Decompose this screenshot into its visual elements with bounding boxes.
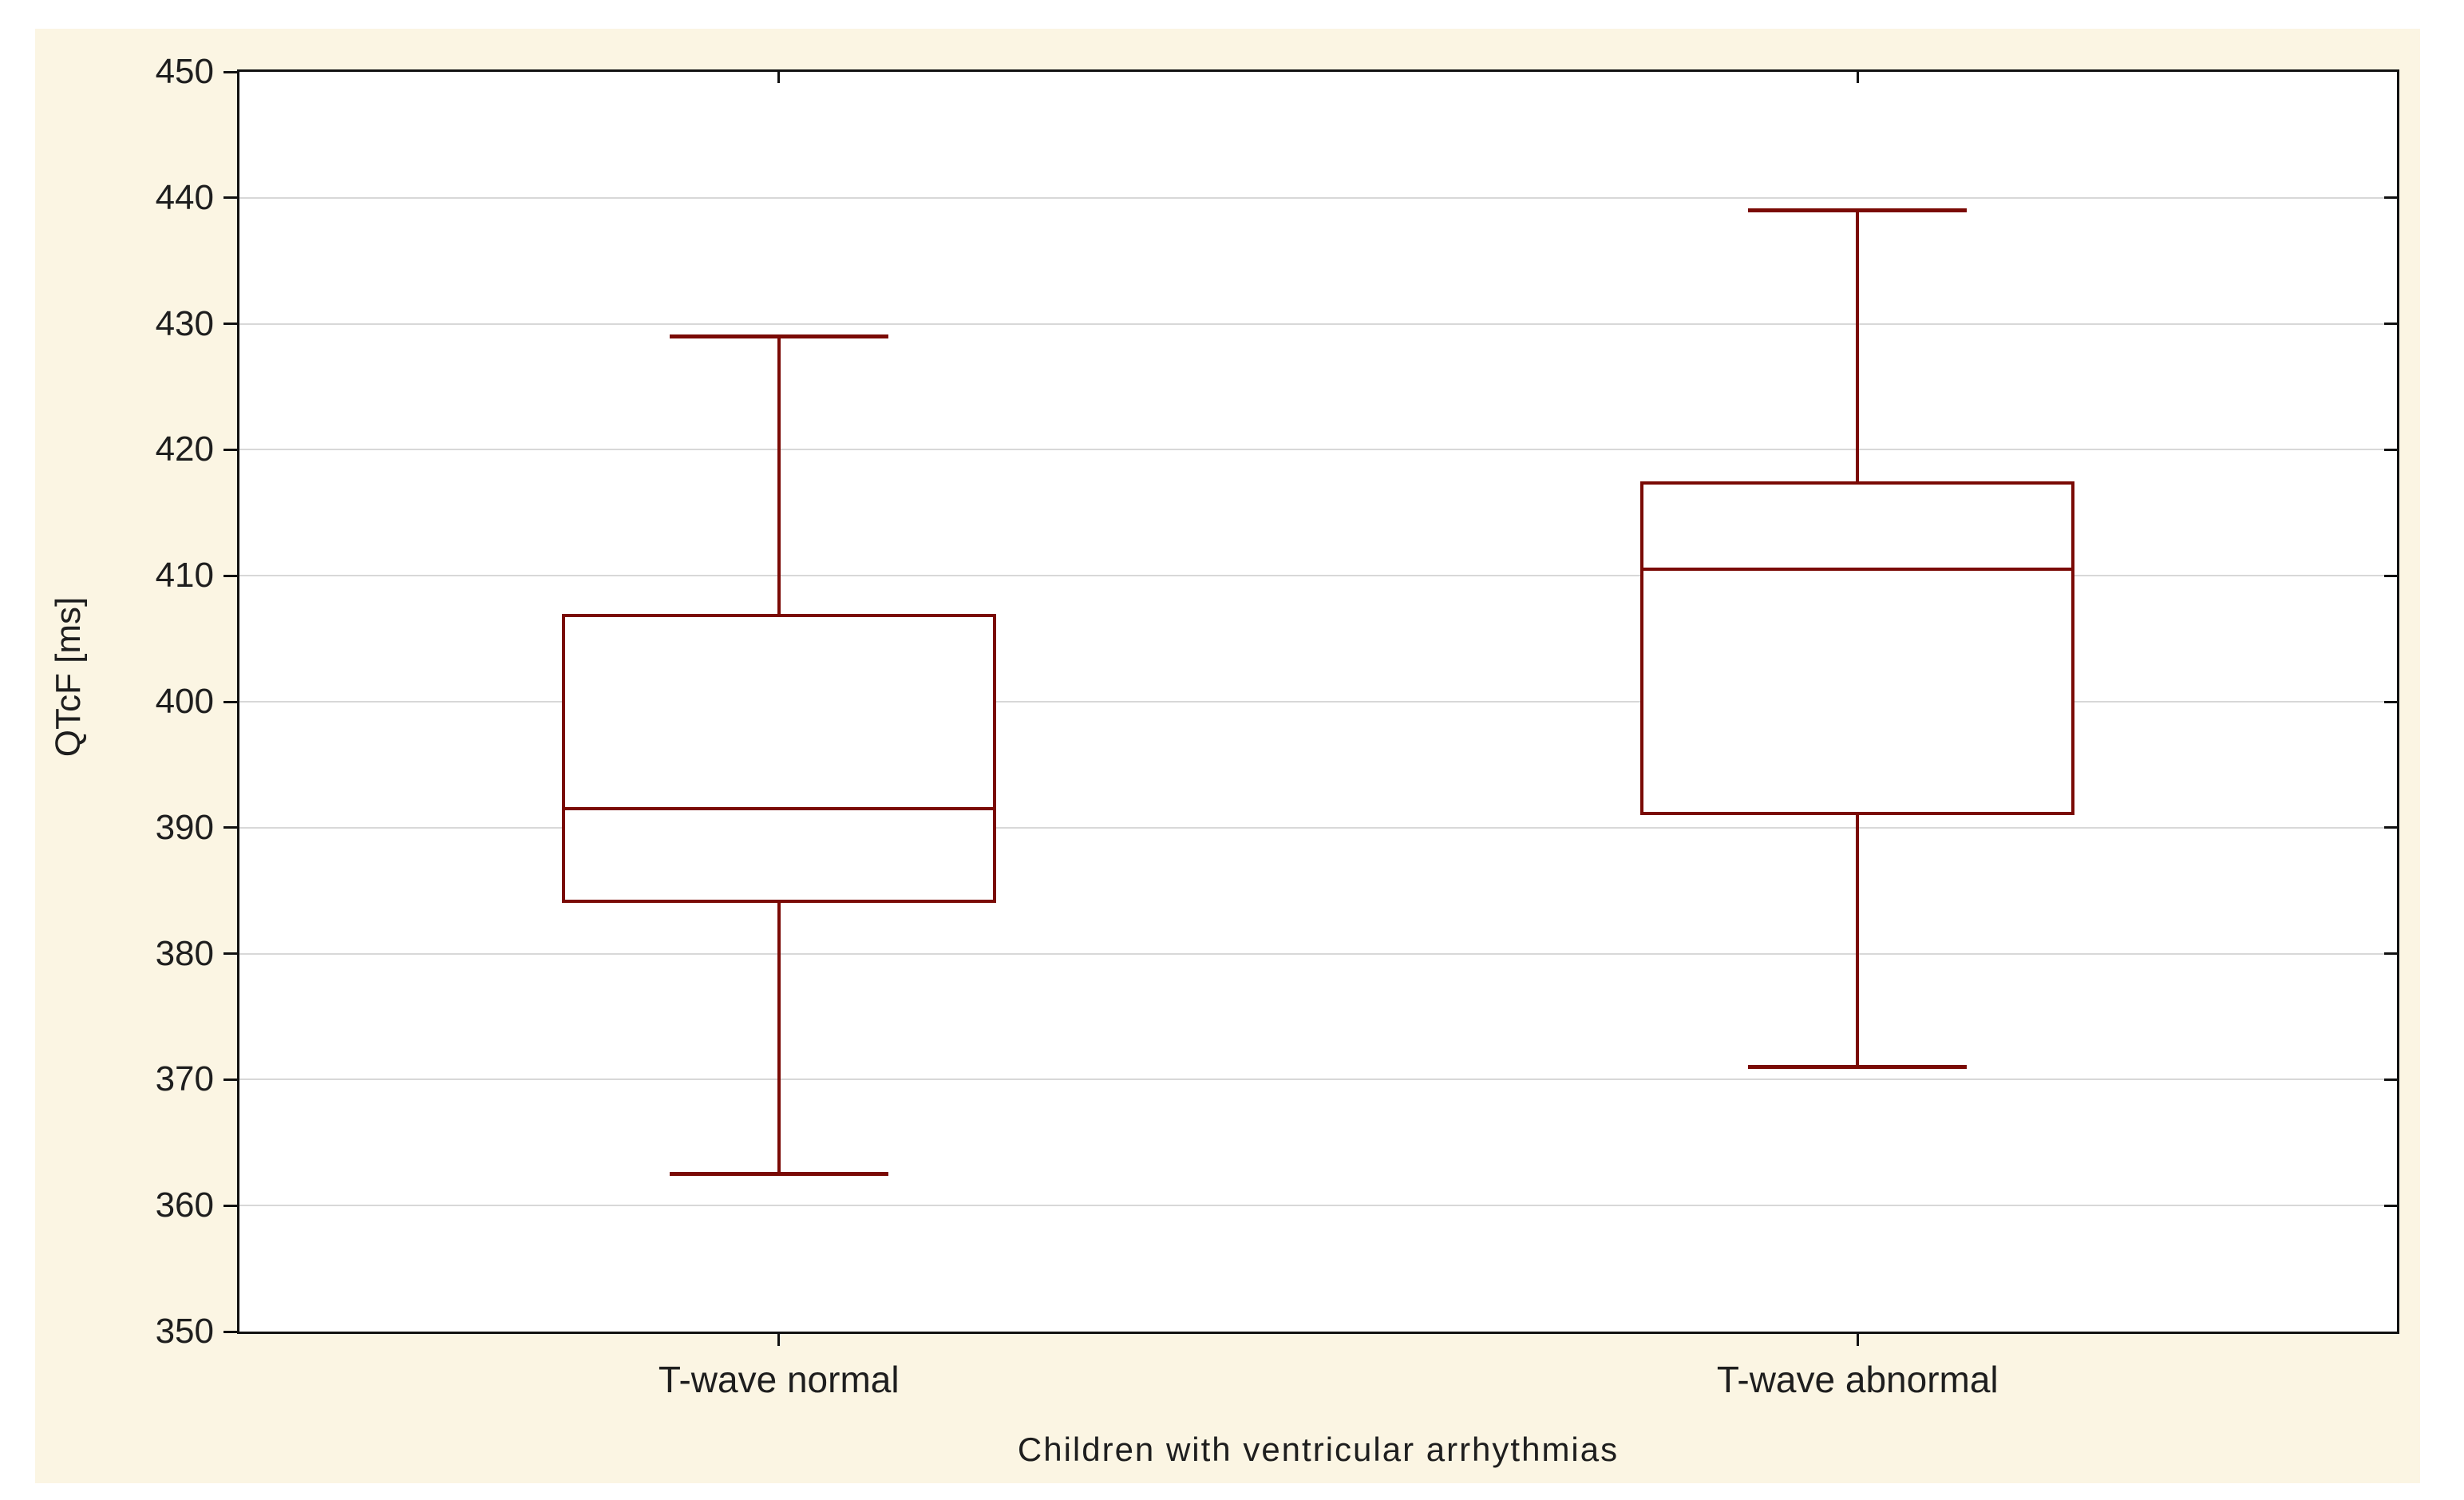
y-tick-label: 420 bbox=[155, 429, 214, 469]
x-tick-top bbox=[1856, 72, 1859, 83]
gridline bbox=[239, 449, 2397, 451]
y-tick-label: 360 bbox=[155, 1185, 214, 1225]
gridline bbox=[239, 196, 2397, 199]
box-t-wave-normal-upper-whisker bbox=[777, 336, 781, 614]
y-tick-right bbox=[2384, 196, 2397, 200]
y-tick-right bbox=[2384, 700, 2397, 703]
y-tick-left bbox=[223, 70, 237, 73]
x-category-label-abnormal: T-wave abnormal bbox=[1716, 1359, 1999, 1400]
y-tick-left bbox=[223, 574, 237, 577]
y-tick-label: 380 bbox=[155, 933, 214, 973]
box-t-wave-normal-median bbox=[564, 807, 993, 811]
y-tick-left bbox=[223, 1330, 237, 1333]
y-tick-label: 350 bbox=[155, 1312, 214, 1351]
y-tick-right bbox=[2384, 1078, 2397, 1081]
y-tick-right bbox=[2384, 826, 2397, 829]
y-tick-label: 430 bbox=[155, 303, 214, 343]
y-tick-left bbox=[223, 826, 237, 829]
box-t-wave-abnormal-upper-cap bbox=[1748, 208, 1968, 213]
y-tick-label: 450 bbox=[155, 52, 214, 91]
box-t-wave-normal-iqr bbox=[561, 613, 996, 904]
y-tick-label: 370 bbox=[155, 1059, 214, 1099]
x-tick-top bbox=[777, 72, 781, 83]
gridline bbox=[239, 952, 2397, 955]
box-t-wave-normal-lower-cap bbox=[669, 1172, 888, 1177]
box-t-wave-abnormal-iqr bbox=[1640, 481, 2075, 815]
y-tick-label: 410 bbox=[155, 556, 214, 596]
y-tick-label: 440 bbox=[155, 177, 214, 217]
y-tick-left bbox=[223, 952, 237, 956]
y-tick-left bbox=[223, 323, 237, 326]
y-tick-right bbox=[2384, 952, 2397, 956]
y-axis-title: QTcF [ms] bbox=[49, 596, 88, 758]
y-tick-left bbox=[223, 448, 237, 451]
gridline bbox=[239, 701, 2397, 703]
box-t-wave-abnormal-lower-cap bbox=[1748, 1065, 1968, 1070]
plot-area bbox=[237, 69, 2399, 1334]
box-t-wave-normal-lower-whisker bbox=[777, 903, 781, 1174]
y-tick-left bbox=[223, 1078, 237, 1081]
y-tick-label: 400 bbox=[155, 682, 214, 721]
box-t-wave-abnormal-median bbox=[1643, 568, 2072, 572]
gridline bbox=[239, 1205, 2397, 1207]
x-category-label-normal: T-wave normal bbox=[658, 1359, 900, 1400]
gridline bbox=[239, 575, 2397, 577]
y-tick-right bbox=[2384, 1204, 2397, 1207]
y-tick-label: 390 bbox=[155, 807, 214, 847]
gridline bbox=[239, 1078, 2397, 1081]
y-tick-left bbox=[223, 700, 237, 703]
y-tick-right bbox=[2384, 574, 2397, 577]
box-t-wave-abnormal-lower-whisker bbox=[1856, 815, 1860, 1067]
gridline bbox=[239, 826, 2397, 829]
x-axis-title: Children with ventricular arrhythmias bbox=[1017, 1431, 1620, 1468]
box-t-wave-abnormal-upper-whisker bbox=[1856, 210, 1860, 481]
y-tick-right bbox=[2384, 323, 2397, 326]
x-tick-bottom bbox=[777, 1334, 781, 1346]
y-tick-right bbox=[2384, 448, 2397, 451]
y-tick-left bbox=[223, 196, 237, 200]
gridline bbox=[239, 323, 2397, 325]
x-tick-bottom bbox=[1856, 1334, 1859, 1346]
box-t-wave-normal-upper-cap bbox=[669, 334, 888, 338]
y-tick-left bbox=[223, 1204, 237, 1207]
